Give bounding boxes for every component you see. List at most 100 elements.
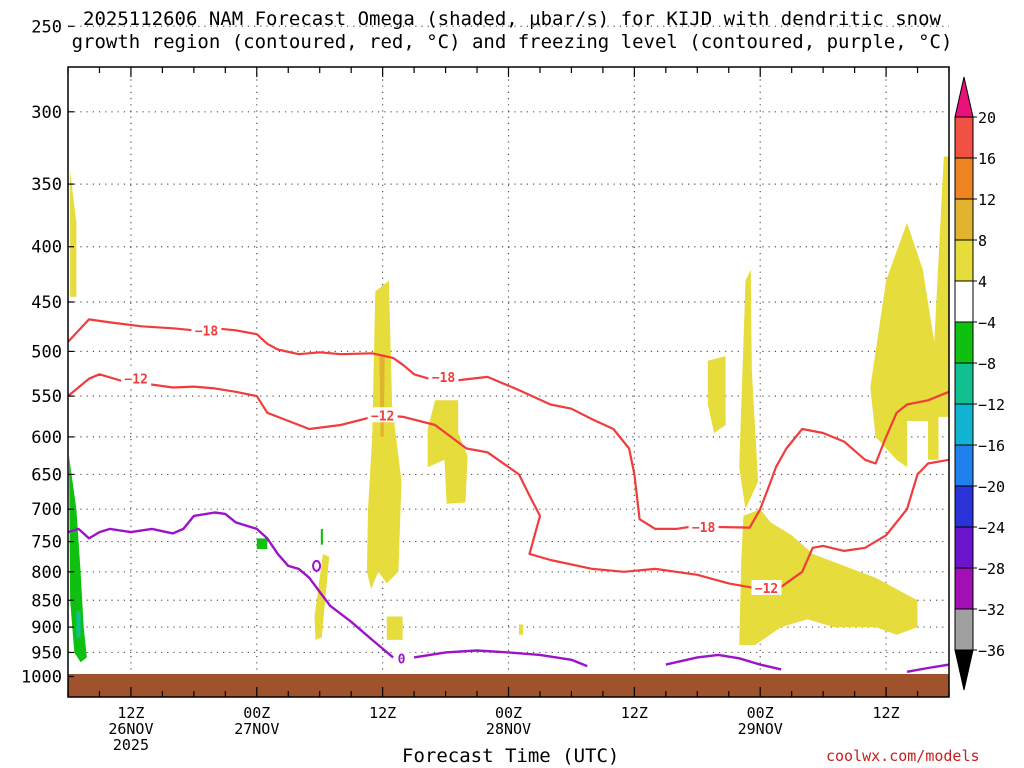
colorbar-swatch-9 (954, 485, 974, 528)
contour-label-5: −12 (755, 582, 778, 597)
omega-region-ascent-20z-28nov-upper (707, 356, 726, 433)
colorbar-label-9: −20 (978, 478, 1005, 496)
x-tick-label-6-1: 12Z (117, 704, 144, 722)
y-tick-label-400: 400 (31, 238, 62, 258)
contour-label-3: −12 (124, 373, 147, 388)
colorbar-swatch-4 (954, 280, 974, 323)
colorbar-bottom-arrow (954, 649, 974, 691)
freezing-level-segment-1 (413, 649, 588, 668)
contour-label-bg-2 (688, 518, 719, 534)
x-tick-label-18-2: 27NOV (234, 720, 279, 738)
colorbar-label-3: 8 (978, 232, 987, 250)
omega-region-ascent-29nov-low (739, 509, 918, 645)
contour-label-2: −18 (692, 521, 716, 536)
y-tick-label-450: 450 (31, 293, 62, 313)
colorbar-swatch-0 (954, 116, 974, 159)
chart-title-line2: growth region (contoured, red, °C) and f… (71, 31, 953, 53)
x-tick-label-42-2: 28NOV (486, 720, 531, 738)
colorbar-label-4: 4 (978, 273, 987, 291)
y-tick-label-350: 350 (31, 175, 62, 195)
credit-link[interactable]: coolwx.com/models (826, 747, 980, 765)
colorbar-label-2: 12 (978, 191, 996, 209)
colorbar-label-11: −28 (978, 560, 1005, 578)
y-tick-label-1000: 1000 (21, 668, 62, 688)
dgz-contour-1 (68, 373, 949, 591)
contour-labels: −18 −18 −18 −12 −12 −12 0 (121, 322, 782, 667)
x-tick-label-66-1: 00Z (747, 704, 774, 722)
x-axis-title: Forecast Time (UTC) (402, 745, 620, 767)
y-tick-label-700: 700 (31, 500, 62, 520)
colorbar-swatch-1 (954, 157, 974, 200)
x-tick-label-18-1: 00Z (243, 704, 270, 722)
colorbar-label-12: −32 (978, 601, 1005, 619)
x-tick-label-54-1: 12Z (621, 704, 648, 722)
colorbar-swatch-8 (954, 444, 974, 487)
y-tick-label-650: 650 (31, 465, 62, 485)
omega-region-ascent-12z-27nov (366, 280, 402, 590)
y-tick-label-600: 600 (31, 428, 62, 448)
freezing-level-segment-0 (68, 511, 394, 659)
omega-region-ascent-0400z-tiny (519, 624, 524, 635)
y-tick-label-300: 300 (31, 103, 62, 123)
x-tick-label-6-2: 26NOV (108, 720, 153, 738)
omega-region-descent-left-edge (69, 456, 87, 663)
omega-region-ascent-21z-low (314, 553, 330, 640)
omega-region-ascent-left-edge (70, 170, 77, 297)
colorbar-label-6: −8 (978, 355, 996, 373)
colorbar-label-1: 16 (978, 150, 996, 168)
freezing-level-segment-2 (665, 653, 782, 671)
freezing-level-loop (312, 559, 322, 572)
omega-region-descent-small-a (256, 538, 268, 549)
x-tick-label-30-1: 12Z (369, 704, 396, 722)
contour-label-1: −18 (432, 371, 456, 386)
y-tick-label-550: 550 (31, 387, 62, 407)
omega-region-descent-small-b (320, 528, 323, 545)
colorbar-label-5: −4 (978, 314, 996, 332)
contour-lines (68, 318, 949, 673)
freezing-level-segment-3 (906, 663, 949, 673)
y-tick-label-950: 950 (31, 643, 62, 663)
contour-label-bg-4 (367, 407, 398, 423)
y-tick-label-500: 500 (31, 342, 62, 362)
grid-lines (68, 25, 949, 697)
chart-title-line1: 2025112606 NAM Forecast Omega (shaded, µ… (83, 8, 941, 30)
dgz-contour-0 (68, 318, 949, 530)
contour-label-4: −12 (371, 409, 394, 424)
x-tick-label-78-1: 12Z (873, 704, 900, 722)
y-tick-label-850: 850 (31, 591, 62, 611)
colorbar-label-8: −16 (978, 437, 1005, 455)
contour-label-bg-1 (428, 368, 459, 384)
colorbar-label-0: 20 (978, 109, 996, 127)
colorbar: 20 16 12 8 4 −4 −8 −12 −16 −20 −24 −28 −32 −36 (954, 76, 1005, 691)
colorbar-swatch-6 (954, 362, 974, 405)
colorbar-swatch-7 (954, 403, 974, 446)
y-tick-label-800: 800 (31, 563, 62, 583)
colorbar-swatch-10 (954, 526, 974, 569)
omega-region-ascent-22z-28nov-tall (739, 269, 759, 510)
omega-region-ascent-1500z-low (386, 616, 403, 640)
colorbar-label-7: −12 (978, 396, 1005, 414)
y-tick-label-900: 900 (31, 618, 62, 638)
contour-label-bg-3 (121, 370, 152, 386)
y-axis: 250 300 350 400 450 500 550 600 650 700 750 800 850 9… (21, 17, 74, 688)
contour-label-bg-0 (191, 322, 222, 338)
omega-region-descent-left-core (76, 611, 81, 638)
contour-label-bg-5 (751, 579, 782, 595)
colorbar-swatch-3 (954, 239, 974, 282)
colorbar-swatch-2 (954, 198, 974, 241)
freezing-label-bg (393, 650, 410, 666)
colorbar-swatch-5 (954, 321, 974, 364)
x-tick-label-66-2: 29NOV (738, 720, 783, 738)
omega-region-ascent-right-column (870, 156, 949, 468)
x-tick-label-6-3: 2025 (113, 736, 149, 754)
colorbar-swatch-11 (954, 567, 974, 610)
y-tick-label-750: 750 (31, 533, 62, 553)
colorbar-label-10: −24 (978, 519, 1005, 537)
contour-label-0: −18 (195, 324, 219, 339)
colorbar-top-arrow (954, 76, 974, 118)
y-tick-label-250: 250 (31, 17, 62, 37)
colorbar-swatch-12 (954, 608, 974, 651)
x-tick-label-42-1: 00Z (495, 704, 522, 722)
